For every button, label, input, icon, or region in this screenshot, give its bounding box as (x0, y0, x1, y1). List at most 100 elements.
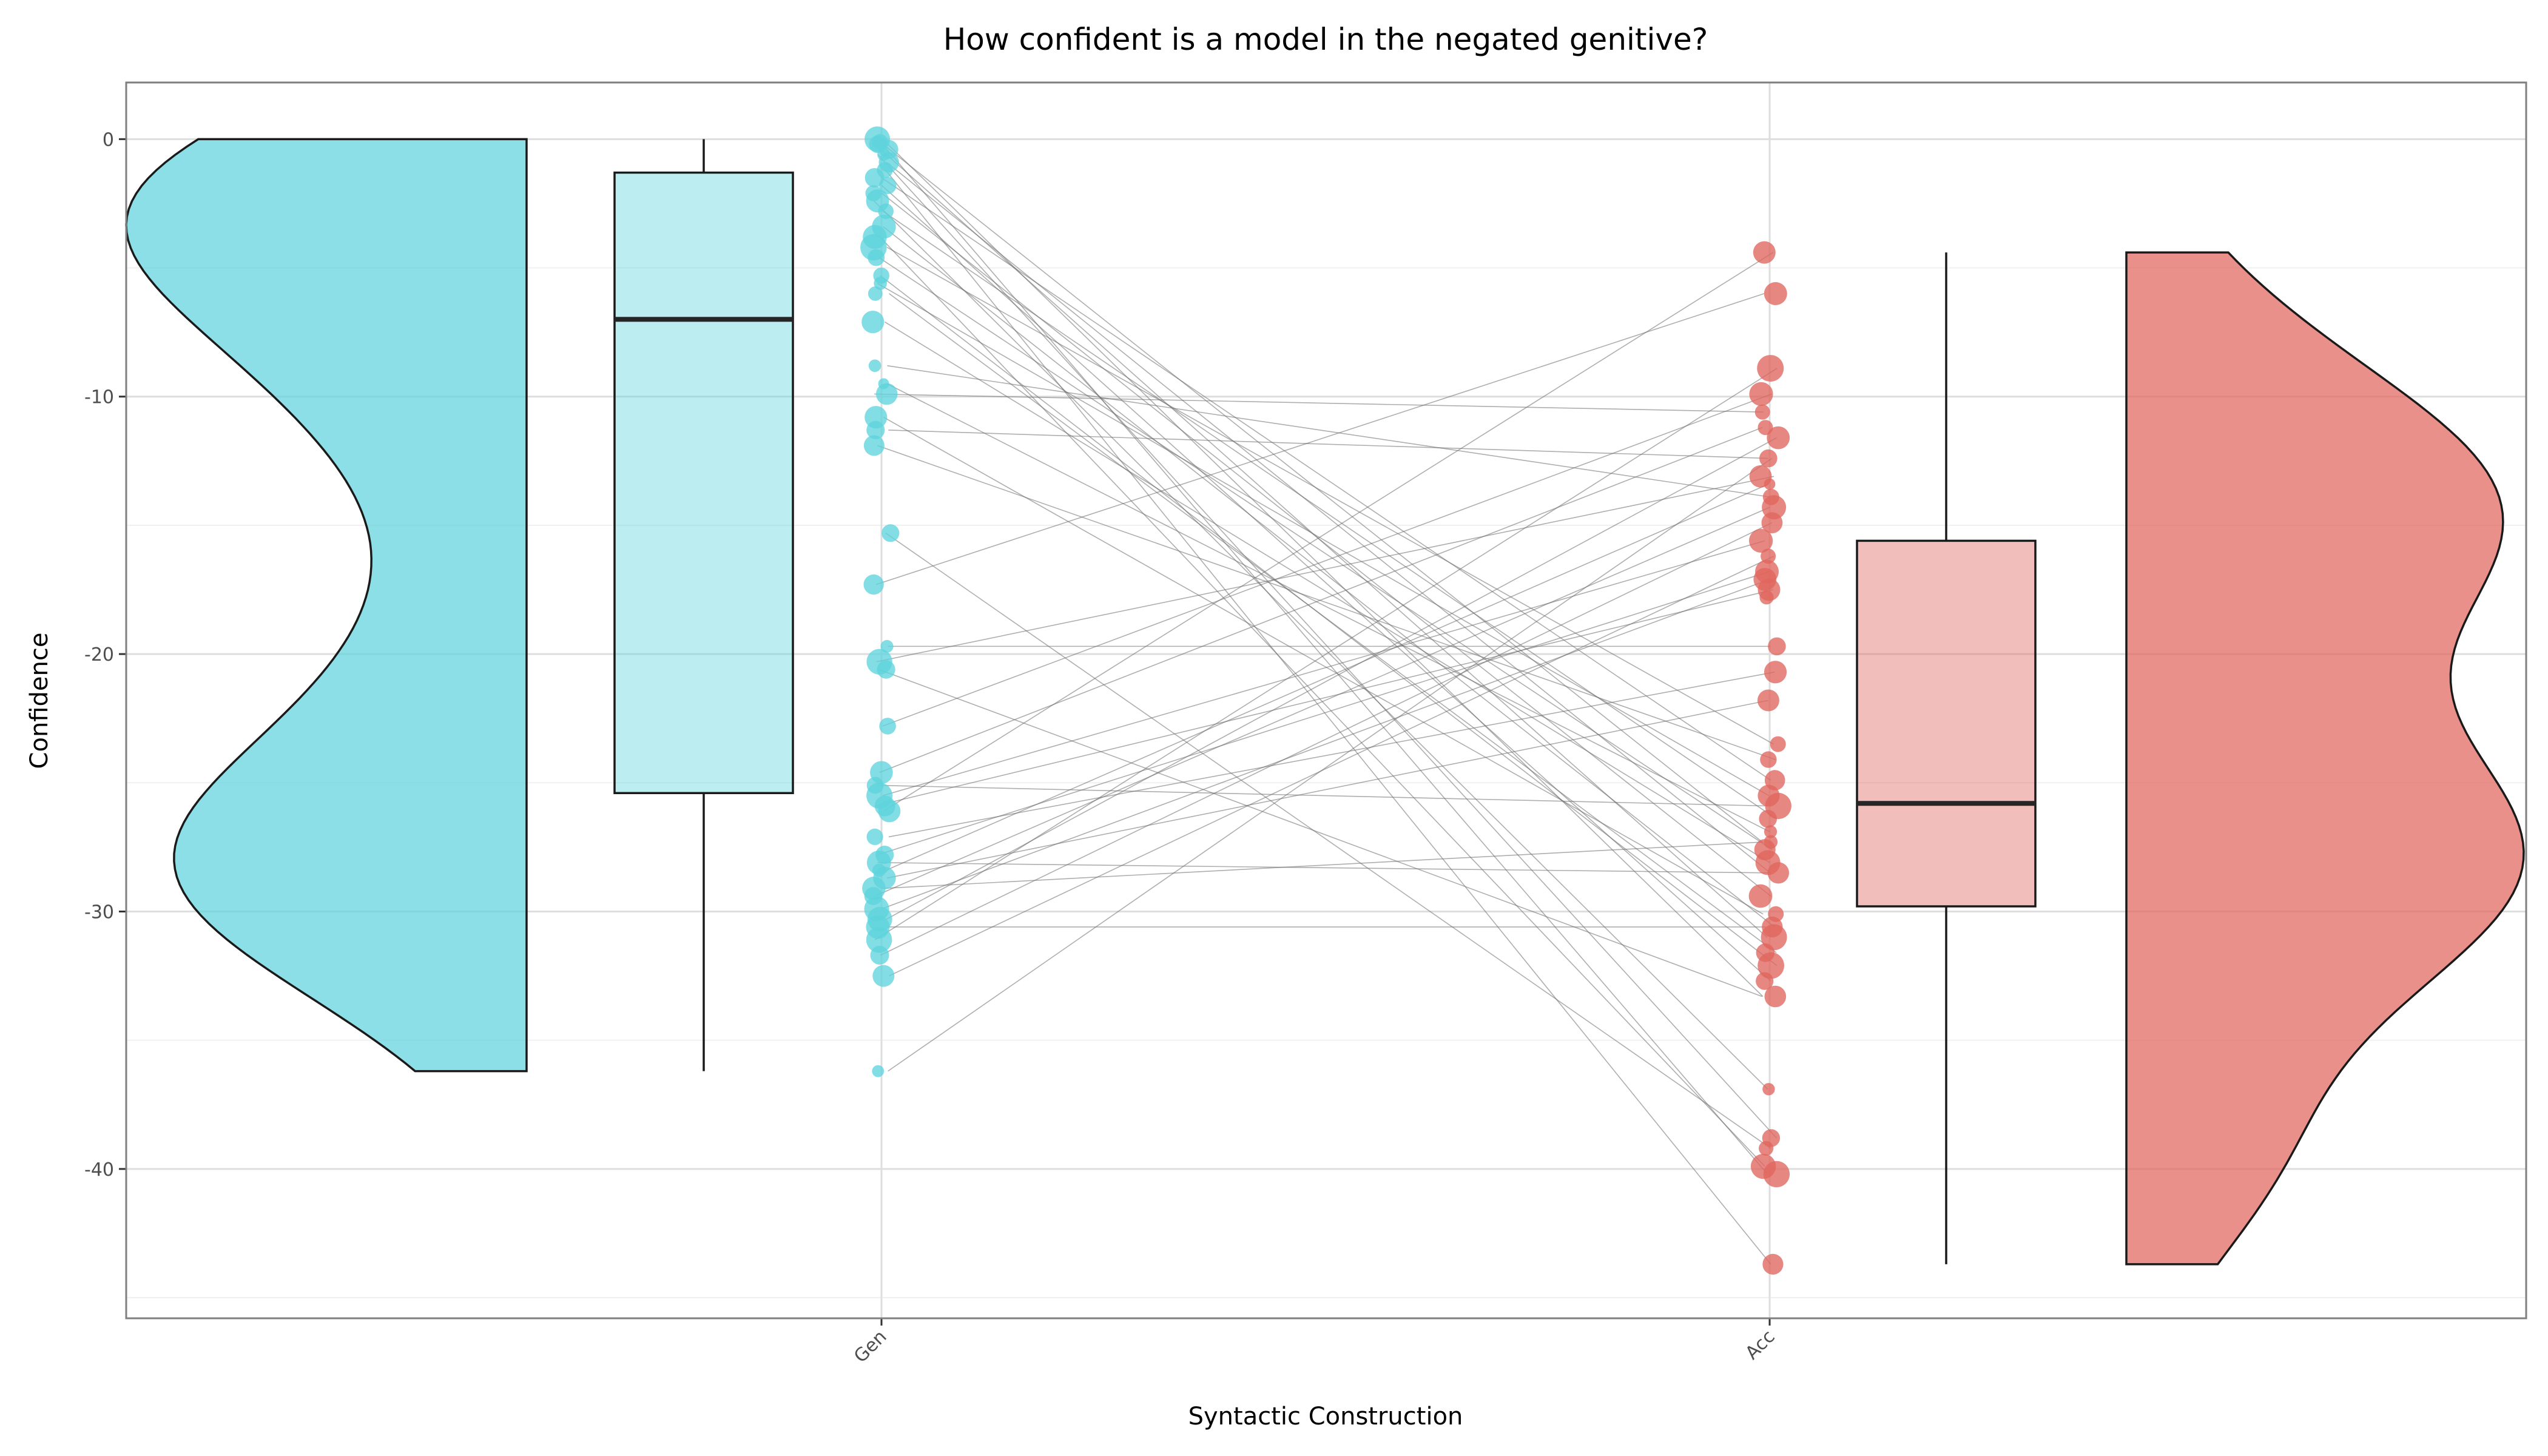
pair-line (878, 257, 1773, 851)
pair-line (880, 522, 1773, 956)
y-tick-label: -40 (84, 1159, 114, 1181)
data-point (1753, 241, 1776, 264)
data-point (866, 420, 885, 440)
y-tick-label: 0 (103, 129, 114, 150)
pair-line (887, 365, 1770, 498)
data-point (874, 277, 887, 290)
pair-line (875, 589, 1774, 807)
pair-line (882, 144, 1768, 1175)
x-tick-labels: Gen Acc (850, 1318, 1779, 1367)
pair-line (882, 540, 1765, 797)
data-point (866, 828, 883, 845)
pair-line (878, 669, 1762, 997)
data-point (881, 524, 900, 542)
data-point (868, 359, 881, 372)
data-point (1767, 426, 1790, 450)
pair-line (883, 252, 1774, 812)
data-point (1749, 528, 1773, 553)
density-gen (125, 138, 528, 1073)
pair-line (882, 211, 1777, 820)
data-point (878, 800, 901, 823)
pair-line (889, 556, 1774, 977)
y-tick-label: -20 (84, 644, 114, 666)
data-point (1762, 1083, 1775, 1096)
pair-line (877, 283, 1770, 797)
data-point (1762, 1253, 1784, 1275)
pair-line (886, 383, 1770, 832)
y-axis-title: Confidence (25, 633, 53, 769)
x-tick-label: Acc (1741, 1326, 1779, 1364)
data-point (861, 311, 885, 334)
pair-line (883, 841, 1764, 889)
data-point (1761, 548, 1776, 564)
data-point (1764, 825, 1778, 838)
pair-line (876, 476, 1774, 662)
data-point (1748, 884, 1773, 908)
data-point (877, 660, 895, 679)
data-point (863, 574, 884, 595)
data-point (1767, 862, 1789, 884)
points-layer (860, 126, 1791, 1275)
pair-line (886, 246, 1774, 745)
pair-line (885, 169, 1771, 1265)
data-point (1763, 1161, 1790, 1188)
pair-line (875, 293, 1765, 585)
data-point (863, 435, 885, 456)
data-point (868, 286, 883, 301)
data-point (1768, 637, 1786, 656)
data-point (872, 965, 895, 987)
data-point (875, 383, 898, 405)
data-point (879, 177, 897, 194)
data-point (1759, 809, 1777, 828)
pair-line (877, 445, 1776, 760)
data-point (866, 926, 892, 953)
box-body (1856, 539, 2037, 908)
pair-line (874, 368, 1778, 940)
pair-line (880, 784, 1768, 807)
density-acc (2125, 251, 2525, 1266)
y-tick-labels: 0 -10 -20 -30 -40 (84, 129, 126, 1181)
data-point (1770, 736, 1786, 752)
chart-title: How confident is a model in the negated … (943, 22, 1708, 57)
pair-line (887, 699, 1769, 879)
data-point (1749, 382, 1773, 406)
pair-line (879, 426, 1763, 774)
pair-line (885, 532, 1771, 1149)
pair-line (885, 321, 1770, 863)
pair-line (876, 138, 1763, 843)
pair-line (877, 862, 1769, 874)
y-tick-label: -10 (84, 387, 114, 408)
data-point (1759, 590, 1774, 605)
panel-border (125, 81, 2527, 1320)
pair-line (889, 293, 1777, 954)
pair-line (883, 416, 1764, 915)
data-point (868, 249, 885, 266)
pair-line (886, 437, 1777, 920)
pair-line (881, 192, 1771, 897)
y-tick-label: -30 (84, 902, 114, 923)
pair-line (873, 200, 1768, 1090)
pair-line (886, 484, 1769, 871)
pair-line (888, 457, 1772, 1072)
data-point (1760, 751, 1777, 768)
data-point (1754, 404, 1770, 420)
x-axis-title: Syntactic Construction (1188, 1403, 1463, 1431)
data-point (880, 639, 894, 653)
pair-line (877, 571, 1770, 855)
data-point (879, 718, 896, 735)
pair-line (883, 226, 1775, 928)
data-point (1757, 689, 1779, 712)
pair-line (874, 507, 1770, 897)
data-point (1756, 972, 1774, 990)
data-point (864, 168, 885, 187)
data-point (1764, 478, 1776, 490)
data-point (872, 1065, 885, 1077)
data-point (1759, 449, 1778, 468)
data-point (1764, 661, 1787, 684)
box-body (613, 171, 794, 795)
pair-line (881, 579, 1770, 909)
pair-line (882, 393, 1772, 727)
pair-line (888, 672, 1775, 838)
x-tick-label: Gen (850, 1326, 891, 1367)
